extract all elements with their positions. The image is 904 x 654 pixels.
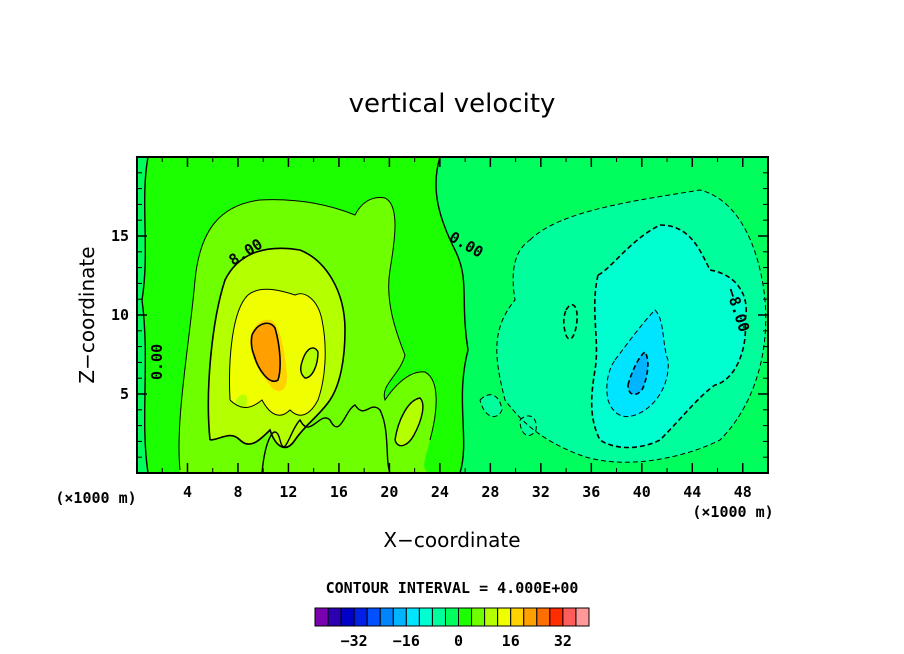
contour-pos4 [178,196,437,471]
x-unit-left: (×1000 m) [55,489,136,507]
colorbar-ticks: −32 −16 0 16 32 [341,632,572,650]
x-tick-label: 36 [582,483,600,501]
blob-small-1 [480,394,502,417]
x-axis: 4 8 12 16 20 24 28 32 36 40 44 48 [161,157,752,501]
y-tick-label: 5 [120,385,129,403]
x-tick-label: 24 [431,483,449,501]
colorbar-swatch [418,607,433,627]
colorbar-tick-label: 32 [554,632,572,650]
colorbar-swatch [392,607,407,627]
colorbar-swatch [497,607,512,627]
contour-interval: CONTOUR INTERVAL = 4.000E+00 [326,579,579,597]
x-tick-label: 32 [532,483,550,501]
contour-cell-2 [394,397,424,447]
y-tick-label: 10 [111,306,129,324]
band-pos20 [251,323,281,382]
colorbar-swatch [510,607,525,627]
colorbar-swatch [379,607,394,627]
contour-neg4 [496,189,767,463]
x-tick-label: 40 [633,483,651,501]
colorbar-swatch [458,607,473,627]
x-axis-label: X−coordinate [383,528,520,552]
band-neg16 [628,352,648,395]
x-tick-label: 28 [481,483,499,501]
chart-title: vertical velocity [349,89,556,119]
colorbar-swatch [314,607,329,627]
x-tick-label: 48 [734,483,752,501]
contour-pos12 [229,288,326,416]
contour-cell-1 [300,347,319,379]
contour-blob-2 [519,415,537,436]
colorbar-swatch [484,607,499,627]
colorbar-swatch [523,607,538,627]
x-tick-label: 8 [233,483,242,501]
contour-zero-base [261,404,391,473]
colorbar-swatch [405,607,420,627]
x-tick-label: 20 [380,483,398,501]
colorbar-swatch [444,607,460,627]
contour-blob-1 [479,394,503,418]
x-unit-right: (×1000 m) [692,503,773,521]
blob-small-2 [520,415,537,436]
colorbar-swatch [327,607,342,627]
colorbar-swatch [549,607,564,627]
x-tick-label: 16 [330,483,348,501]
plot-area: 8.00 0.00 0.00 −8.00 [137,157,768,473]
colorbar-swatch [471,607,486,627]
contour-neg-small [562,304,578,340]
contour-zero-left [141,157,149,473]
x-tick-label: 44 [683,483,701,501]
colorbar-tick-label: 16 [502,632,520,650]
colorbar-swatch [431,607,446,627]
contour-pos8 [207,247,346,449]
colorbar-swatch [536,607,551,627]
colorbar-swatch [562,607,577,627]
x-tick-label: 12 [279,483,297,501]
contour-zero-mid [435,157,469,473]
colorbar-tick-label: 0 [454,632,463,650]
cell-secondary-3 [231,394,248,420]
x-tick-label: 4 [183,483,192,501]
y-axis-label: Z−coordinate [75,246,99,383]
colorbar-swatch [575,607,590,627]
cell-secondary-2 [395,398,423,446]
contour-neg8 [590,224,747,449]
colorbar-swatch [353,607,368,627]
y-axis: 5 10 15 [111,172,768,458]
colorbar-swatch [340,607,355,627]
contour-pos20 [250,322,281,383]
colorbar-tick-label: −32 [341,632,368,650]
colorbar-tick-label: −16 [393,632,420,650]
contour-label-0-left: 0.00 [148,344,166,380]
colorbar [314,607,590,627]
y-tick-label: 15 [111,227,129,245]
colorbar-swatch [366,607,381,627]
